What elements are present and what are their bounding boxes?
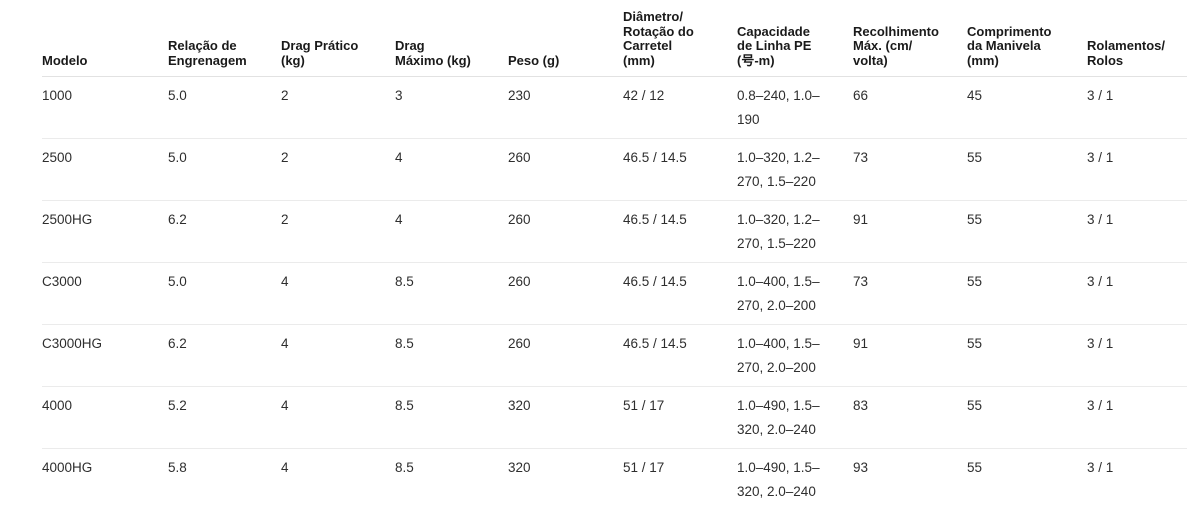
cell-recolhimento-max: 73 [853, 150, 869, 165]
cell-capacidade-linha: 1.0–320, 1.2– 270, 1.5–220 [737, 150, 820, 189]
cell-capacidade-linha: 1.0–320, 1.2– 270, 1.5–220 [737, 212, 820, 251]
cell-comprimento-manivela: 55 [967, 150, 983, 165]
column-header-drag-maximo: Drag Máximo (kg) [395, 0, 508, 77]
table-row-c3000hg: C3000HG 6.2 4 8.5 260 46.5 / 14.5 1.0–40… [42, 325, 1187, 387]
cell-relacao-engrenagem: 5.0 [168, 274, 187, 289]
cell-peso: 230 [508, 88, 531, 103]
cell-diametro-rotacao: 51 / 17 [623, 460, 665, 475]
cell-peso: 320 [508, 398, 531, 413]
cell-drag-pratico: 2 [281, 212, 289, 227]
cell-recolhimento-max: 66 [853, 88, 869, 103]
cell-capacidade-linha: 1.0–400, 1.5– 270, 2.0–200 [737, 274, 820, 313]
column-header-relacao-engrenagem: Relação de Engrenagem [168, 0, 281, 77]
table-row-2500: 2500 5.0 2 4 260 46.5 / 14.5 1.0–320, 1.… [42, 139, 1187, 201]
cell-relacao-engrenagem: 5.8 [168, 460, 187, 475]
cell-rolamentos-rolos: 3 / 1 [1087, 336, 1114, 351]
table-header-row: Modelo Relação de Engrenagem Drag Prátic… [42, 0, 1187, 77]
spec-table: Modelo Relação de Engrenagem Drag Prátic… [42, 0, 1187, 511]
column-header-rolamentos-rolos: Rolamentos/ Rolos [1087, 0, 1187, 77]
cell-diametro-rotacao: 46.5 / 14.5 [623, 212, 687, 227]
cell-comprimento-manivela: 55 [967, 398, 983, 413]
cell-drag-maximo: 8.5 [395, 336, 414, 351]
column-header-comprimento-manivela: Comprimento da Manivela (mm) [967, 0, 1087, 77]
cell-modelo: 1000 [42, 88, 73, 103]
cell-modelo: 4000HG [42, 460, 93, 475]
cell-capacidade-linha: 1.0–490, 1.5– 320, 2.0–240 [737, 460, 820, 499]
cell-rolamentos-rolos: 3 / 1 [1087, 88, 1114, 103]
cell-drag-maximo: 4 [395, 150, 403, 165]
cell-peso: 260 [508, 150, 531, 165]
cell-modelo: C3000HG [42, 336, 103, 351]
cell-drag-maximo: 8.5 [395, 460, 414, 475]
cell-diametro-rotacao: 46.5 / 14.5 [623, 150, 687, 165]
cell-capacidade-linha: 0.8–240, 1.0– 190 [737, 88, 820, 127]
cell-comprimento-manivela: 55 [967, 460, 983, 475]
cell-comprimento-manivela: 55 [967, 274, 983, 289]
cell-modelo: 2500 [42, 150, 73, 165]
column-header-drag-pratico: Drag Prático (kg) [281, 0, 395, 77]
cell-peso: 260 [508, 336, 531, 351]
cell-drag-pratico: 4 [281, 274, 289, 289]
cell-drag-pratico: 4 [281, 398, 289, 413]
cell-relacao-engrenagem: 5.0 [168, 150, 187, 165]
cell-drag-maximo: 8.5 [395, 274, 414, 289]
cell-modelo: C3000 [42, 274, 82, 289]
column-header-capacidade-linha: Capacidade de Linha PE (号-m) [737, 0, 853, 77]
cell-recolhimento-max: 91 [853, 212, 869, 227]
cell-rolamentos-rolos: 3 / 1 [1087, 150, 1114, 165]
cell-peso: 320 [508, 460, 531, 475]
column-header-diametro-rotacao: Diâmetro/ Rotação do Carretel (mm) [623, 0, 737, 77]
cell-peso: 260 [508, 274, 531, 289]
cell-recolhimento-max: 73 [853, 274, 869, 289]
table-row-2500hg: 2500HG 6.2 2 4 260 46.5 / 14.5 1.0–320, … [42, 201, 1187, 263]
reel-specifications-section: Modelo Relação de Engrenagem Drag Prátic… [42, 0, 1187, 511]
cell-modelo: 2500HG [42, 212, 93, 227]
table-row-1000: 1000 5.0 2 3 230 42 / 12 0.8–240, 1.0– 1… [42, 77, 1187, 139]
cell-recolhimento-max: 93 [853, 460, 869, 475]
cell-diametro-rotacao: 46.5 / 14.5 [623, 274, 687, 289]
cell-drag-pratico: 2 [281, 150, 289, 165]
cell-relacao-engrenagem: 6.2 [168, 336, 187, 351]
cell-modelo: 4000 [42, 398, 73, 413]
column-header-peso: Peso (g) [508, 0, 623, 77]
table-row-c3000: C3000 5.0 4 8.5 260 46.5 / 14.5 1.0–400,… [42, 263, 1187, 325]
cell-diametro-rotacao: 51 / 17 [623, 398, 665, 413]
cell-drag-maximo: 8.5 [395, 398, 414, 413]
cell-rolamentos-rolos: 3 / 1 [1087, 460, 1114, 475]
cell-diametro-rotacao: 46.5 / 14.5 [623, 336, 687, 351]
column-header-modelo: Modelo [42, 0, 168, 77]
cell-drag-pratico: 4 [281, 336, 289, 351]
table-row-4000: 4000 5.2 4 8.5 320 51 / 17 1.0–490, 1.5–… [42, 387, 1187, 449]
cell-drag-pratico: 2 [281, 88, 289, 103]
cell-peso: 260 [508, 212, 531, 227]
cell-drag-maximo: 4 [395, 212, 403, 227]
cell-rolamentos-rolos: 3 / 1 [1087, 212, 1114, 227]
cell-relacao-engrenagem: 5.2 [168, 398, 187, 413]
cell-drag-pratico: 4 [281, 460, 289, 475]
cell-capacidade-linha: 1.0–400, 1.5– 270, 2.0–200 [737, 336, 820, 375]
cell-recolhimento-max: 83 [853, 398, 869, 413]
column-header-recolhimento-max: Recolhimento Máx. (cm/ volta) [853, 0, 967, 77]
cell-recolhimento-max: 91 [853, 336, 869, 351]
cell-capacidade-linha: 1.0–490, 1.5– 320, 2.0–240 [737, 398, 820, 437]
cell-drag-maximo: 3 [395, 88, 403, 103]
cell-rolamentos-rolos: 3 / 1 [1087, 398, 1114, 413]
cell-comprimento-manivela: 55 [967, 336, 983, 351]
cell-relacao-engrenagem: 6.2 [168, 212, 187, 227]
cell-rolamentos-rolos: 3 / 1 [1087, 274, 1114, 289]
table-row-4000hg: 4000HG 5.8 4 8.5 320 51 / 17 1.0–490, 1.… [42, 449, 1187, 511]
cell-diametro-rotacao: 42 / 12 [623, 88, 665, 103]
cell-comprimento-manivela: 55 [967, 212, 983, 227]
cell-comprimento-manivela: 45 [967, 88, 983, 103]
cell-relacao-engrenagem: 5.0 [168, 88, 187, 103]
